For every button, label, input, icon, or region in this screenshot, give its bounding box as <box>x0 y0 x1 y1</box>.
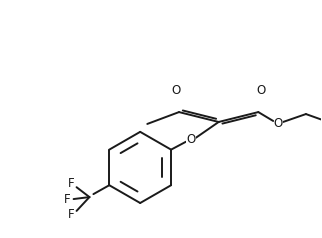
Text: F: F <box>64 193 71 206</box>
Text: O: O <box>171 84 181 97</box>
Text: O: O <box>257 84 266 97</box>
Text: F: F <box>68 177 75 190</box>
Text: O: O <box>273 117 283 130</box>
Text: F: F <box>68 208 75 221</box>
Text: O: O <box>186 133 195 146</box>
